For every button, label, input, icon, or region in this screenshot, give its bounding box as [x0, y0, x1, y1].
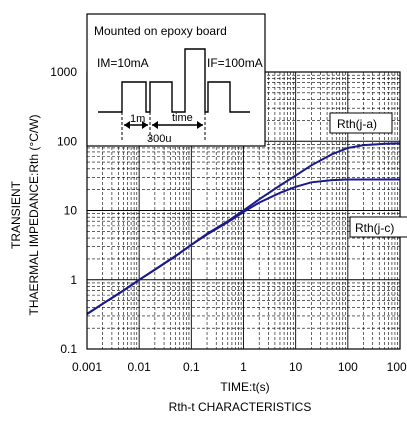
x-tick-labels: 0.001 0.01 0.1 1 10 100 1000 — [72, 360, 407, 374]
inset-1m-label: 1m — [130, 113, 145, 125]
y-tick-labels: 0.1 1 10 100 1000 — [50, 65, 77, 356]
x-tick-label: 1000 — [387, 360, 407, 374]
arrow-head-icon — [124, 121, 130, 129]
series-label-rth-jc: Rth(j-c) — [355, 221, 394, 235]
y-axis-label-line1: TRANSIENT — [9, 180, 23, 249]
inset-time-label: time — [172, 112, 193, 124]
inset-300u-label: 300u — [147, 133, 171, 145]
arrow-head-icon — [152, 121, 158, 129]
y-tick-label: 100 — [57, 134, 77, 148]
series-label-box-rth-ja — [329, 112, 393, 134]
y-tick-label: 10 — [64, 204, 78, 218]
x-axis-label: TIME:t(s) — [220, 380, 269, 394]
x-tick-label: 100 — [338, 360, 358, 374]
y-tick-label: 0.1 — [60, 342, 77, 356]
x-tick-label: 10 — [289, 360, 303, 374]
y-axis-label-line2: THAERMAL IMPEDANCE:Rth (°C/W) — [27, 114, 41, 315]
chart-caption: Rth-t CHARACTERISTICS — [169, 400, 312, 414]
inset-im-label: IM=10mA — [97, 56, 149, 70]
y-tick-label: 1 — [70, 273, 77, 287]
x-tick-label: 0.001 — [72, 360, 102, 374]
series-line-1 — [86, 178, 400, 315]
arrow-head-icon — [197, 121, 203, 129]
x-tick-label: 0.01 — [127, 360, 151, 374]
series-label-rth-ja: Rth(j-a) — [337, 117, 377, 131]
pulse-waveform — [98, 48, 250, 113]
series-label-box-rth-jc — [349, 216, 407, 238]
arrow-head-icon — [142, 121, 148, 129]
y-tick-label: 1000 — [50, 65, 77, 79]
x-tick-label: 0.1 — [183, 360, 200, 374]
inset-pulse-diagram: Mounted on epoxy board IM=10mA IF=100mA … — [86, 13, 266, 147]
series-layer — [86, 142, 401, 315]
inset-box — [86, 13, 266, 147]
inset-if-label: IF=100mA — [207, 56, 263, 70]
inset-title: Mounted on epoxy board — [94, 24, 227, 38]
x-tick-label: 1 — [240, 360, 247, 374]
